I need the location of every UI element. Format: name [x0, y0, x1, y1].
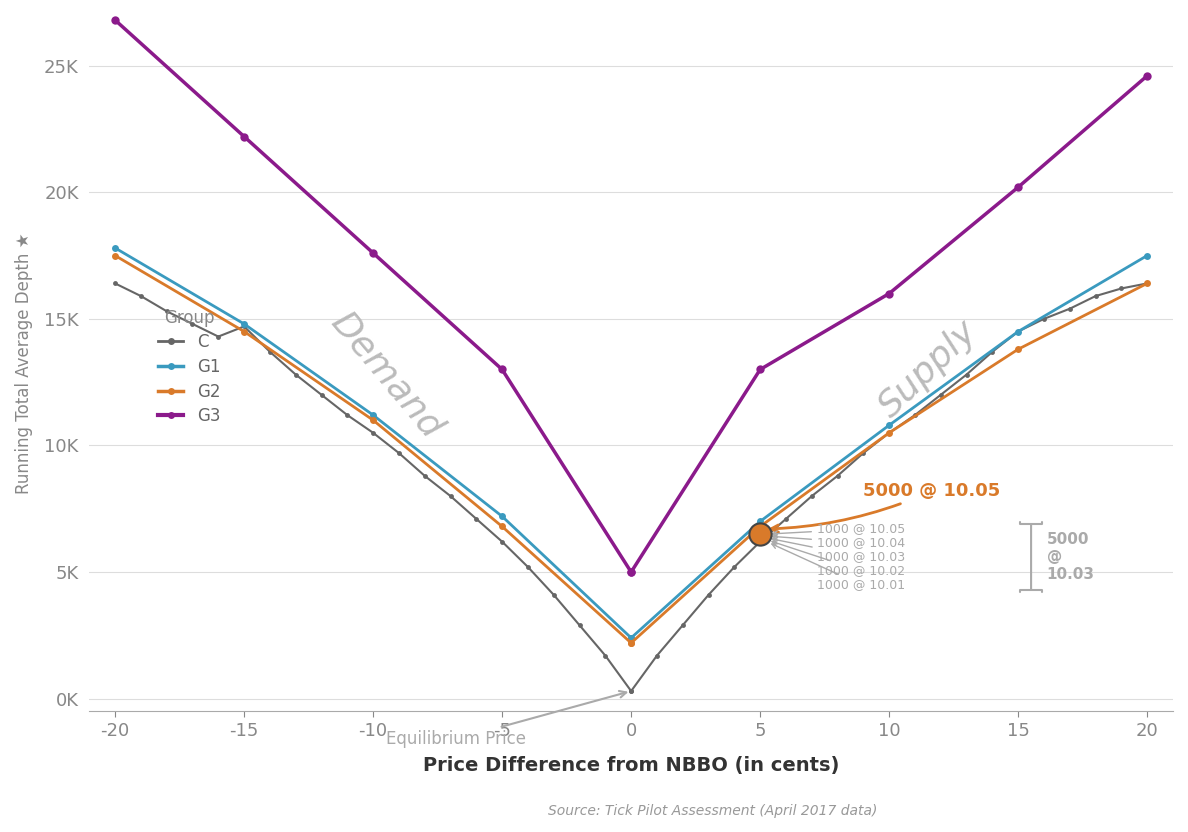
Text: 1000 @ 10.03: 1000 @ 10.03	[772, 537, 905, 563]
Text: 1000 @ 10.02: 1000 @ 10.02	[772, 541, 905, 577]
X-axis label: Price Difference from NBBO (in cents): Price Difference from NBBO (in cents)	[423, 756, 840, 775]
Text: 1000 @ 10.01: 1000 @ 10.01	[772, 544, 905, 592]
Text: Equilibrium Price: Equilibrium Price	[386, 691, 626, 748]
Text: 1000 @ 10.05: 1000 @ 10.05	[772, 522, 905, 536]
Y-axis label: Running Total Average Depth ★: Running Total Average Depth ★	[15, 232, 33, 494]
Text: Supply: Supply	[872, 314, 984, 424]
Text: 5000 @ 10.05: 5000 @ 10.05	[771, 482, 1000, 532]
Text: Source: Tick Pilot Assessment (April 2017 data): Source: Tick Pilot Assessment (April 201…	[548, 805, 878, 819]
Legend: C, G1, G2, G3: C, G1, G2, G3	[152, 302, 227, 432]
Text: 1000 @ 10.04: 1000 @ 10.04	[772, 534, 905, 549]
Text: 5000
@
10.03: 5000 @ 10.03	[1047, 532, 1094, 582]
Text: Demand: Demand	[324, 305, 448, 444]
